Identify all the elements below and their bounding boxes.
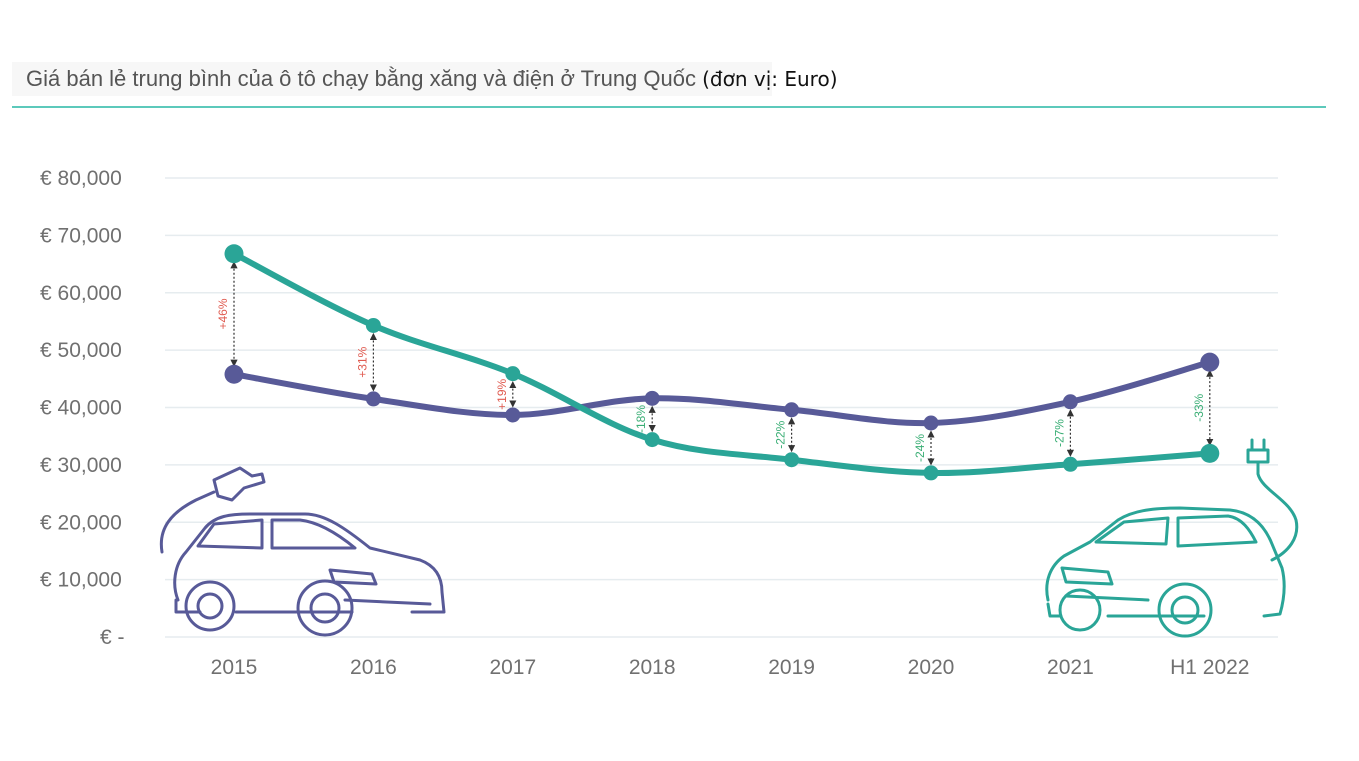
difference-label: +19% [495,378,509,409]
ev-data-point [784,452,800,468]
chart-title-text: Giá bán lẻ trung bình của ô tô chạy bằng… [26,66,696,91]
y-tick-label: € 50,000 [40,339,122,362]
chart-title-unit: (đơn vị: Euro) [702,67,838,91]
x-tick-label: 2020 [908,656,955,679]
ev-data-point [1200,443,1220,463]
ev-data-point [505,366,521,382]
y-tick-label: € 80,000 [40,167,122,190]
difference-markers: +46% +31% +19% -18% -22% -24% -27% -33% [216,261,1214,466]
x-axis-labels: 2015 2016 2017 2018 2019 2020 2021 H1 2022 [211,656,1250,679]
y-tick-label: € - [100,626,125,649]
y-tick-label: € 30,000 [40,454,122,477]
title-background [12,62,772,96]
gridlines [165,177,1278,638]
difference-label: -33% [1192,393,1206,421]
ev-data-point [1062,456,1078,472]
difference-label: -18% [634,405,648,433]
gas-data-point [1062,394,1078,410]
plug-icon [1246,438,1299,562]
gas-data-point [1200,352,1220,372]
difference-label: -22% [774,420,788,448]
ev-data-point [224,244,244,264]
x-tick-label: 2016 [350,656,397,679]
ev-data-point [923,465,939,481]
title-underline [12,106,1326,108]
gas-data-point [784,402,800,418]
electric-car-icon [1045,506,1286,638]
y-tick-label: € 70,000 [40,224,122,247]
gas-data-point [644,390,660,406]
y-tick-label: € 60,000 [40,282,122,305]
difference-label: +46% [216,298,230,329]
gas-data-point [505,407,521,423]
ev-series-line [231,250,1213,476]
x-tick-label: 2019 [768,656,815,679]
ev-data-point [365,317,381,333]
gas-series-line [231,359,1213,427]
x-tick-label: 2017 [489,656,536,679]
gas-data-point [365,391,381,407]
y-axis-labels: € - € 10,000 € 20,000 € 30,000 € 40,000 € 50,… [40,167,125,649]
chart-title: Giá bán lẻ trung bình của ô tô chạy bằng… [26,66,838,92]
difference-label: -24% [913,434,927,462]
ev-data-point [644,432,660,448]
y-tick-label: € 20,000 [40,511,122,534]
gas-data-point [224,364,244,384]
fuel-nozzle-icon [159,466,266,554]
data-points [224,244,1220,481]
y-tick-label: € 40,000 [40,397,122,420]
gas-data-point [923,415,939,431]
difference-label: -27% [1052,419,1066,447]
x-tick-label: 2015 [211,656,258,679]
x-tick-label: 2021 [1047,656,1094,679]
x-tick-label: H1 2022 [1170,656,1249,679]
x-tick-label: 2018 [629,656,676,679]
y-tick-label: € 10,000 [40,569,122,592]
difference-label: +31% [355,346,369,377]
gas-car-icon [173,512,446,637]
